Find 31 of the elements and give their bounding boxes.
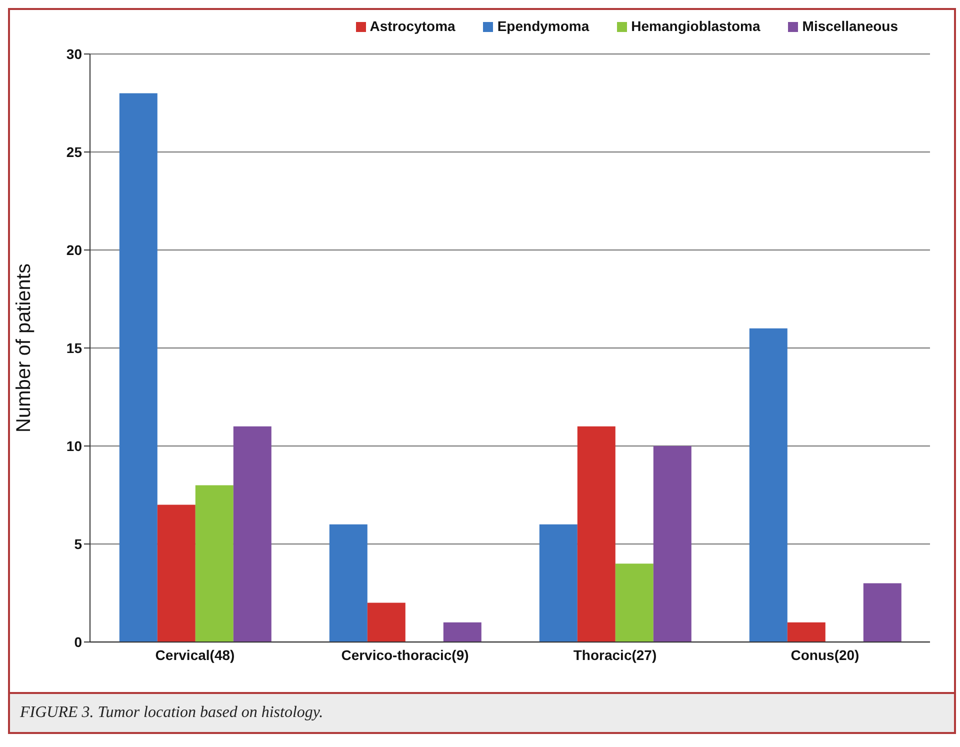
bar <box>233 426 272 642</box>
y-tick-label: 30 <box>66 46 82 62</box>
y-tick-label: 10 <box>66 438 82 454</box>
x-tick-label: Thoracic(27) <box>573 646 657 663</box>
y-tick-label: 0 <box>74 634 82 650</box>
bar <box>863 583 902 642</box>
x-tick-label: Cervical(48) <box>155 646 235 663</box>
bar <box>119 93 158 642</box>
legend-label: Ependymoma <box>497 18 590 34</box>
y-axis-title: Number of patients <box>13 264 36 432</box>
bar <box>749 328 788 642</box>
y-tick-label: 15 <box>66 340 82 356</box>
legend-label: Hemangioblastoma <box>631 18 760 34</box>
legend-label: Astrocytoma <box>370 18 456 34</box>
bar <box>329 524 368 642</box>
bar <box>443 622 482 642</box>
bar <box>195 485 234 642</box>
caption: FIGURE 3. Tumor location based on histology. <box>10 692 954 732</box>
x-tick-label: Cervico-thoracic(9) <box>341 646 469 663</box>
bar <box>577 426 616 642</box>
bar <box>367 602 406 642</box>
bar <box>157 504 196 642</box>
x-tick-label: Conus(20) <box>790 646 860 663</box>
y-tick-label: 20 <box>66 242 82 258</box>
bar <box>539 524 578 642</box>
bar <box>615 564 654 642</box>
y-tick-label: 5 <box>74 536 82 552</box>
bar <box>787 622 826 642</box>
y-tick-label: 25 <box>66 144 82 160</box>
bar <box>653 446 692 642</box>
legend-label: Miscellaneous <box>802 18 898 34</box>
